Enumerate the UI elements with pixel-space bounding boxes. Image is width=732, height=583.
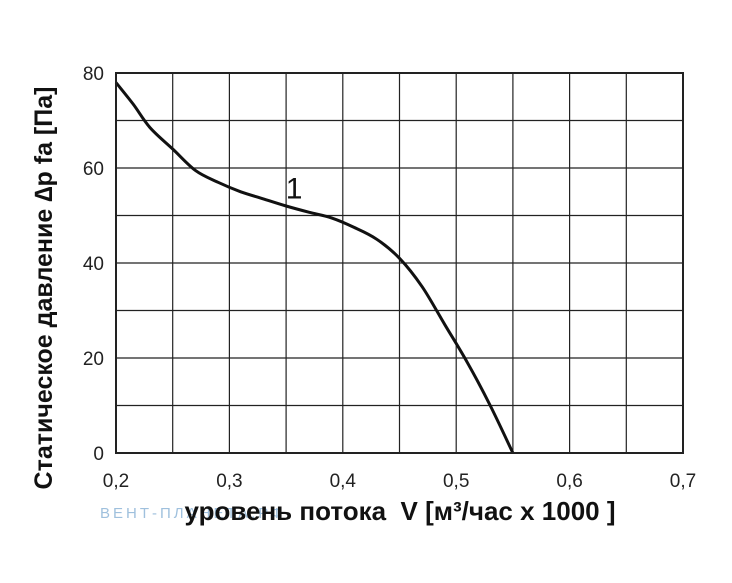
series-line-1 xyxy=(114,81,515,454)
x-tick-label: 0,3 xyxy=(216,471,242,492)
x-tick-label: 0,7 xyxy=(670,471,696,492)
x-tick-label: 0,6 xyxy=(556,471,582,492)
x-tick-label: 0,2 xyxy=(103,471,129,492)
series-label: 1 xyxy=(286,172,303,205)
y-tick-label: 20 xyxy=(83,349,104,370)
series-group xyxy=(114,81,515,454)
x-axis-label: уровень потока V [м³/час x 1000 ] xyxy=(184,496,615,526)
watermark: ВЕНТ-ПЛАНЕТА.РФ xyxy=(100,505,286,522)
y-tick-label: 40 xyxy=(83,254,104,275)
y-tick-label: 0 xyxy=(93,444,104,465)
x-tick-label: 0,5 xyxy=(443,471,469,492)
x-tick-label: 0,4 xyxy=(330,471,357,492)
y-axis-label: Статическое давление ∆p fa [Па] xyxy=(30,87,58,490)
y-tick-label: 60 xyxy=(83,159,104,180)
grid-lines xyxy=(116,73,683,453)
y-tick-label: 80 xyxy=(83,64,104,85)
plot-frame xyxy=(115,72,684,454)
tick-labels: 0,2 0,3 0,4 0,5 0,6 0,7 0 20 40 60 80 xyxy=(83,64,696,492)
